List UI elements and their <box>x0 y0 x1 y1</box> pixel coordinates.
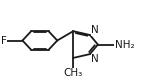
Text: F: F <box>1 35 7 46</box>
Text: N: N <box>91 25 99 35</box>
Text: NH₂: NH₂ <box>115 40 134 50</box>
Text: N: N <box>91 54 99 64</box>
Text: CH₃: CH₃ <box>64 68 83 78</box>
